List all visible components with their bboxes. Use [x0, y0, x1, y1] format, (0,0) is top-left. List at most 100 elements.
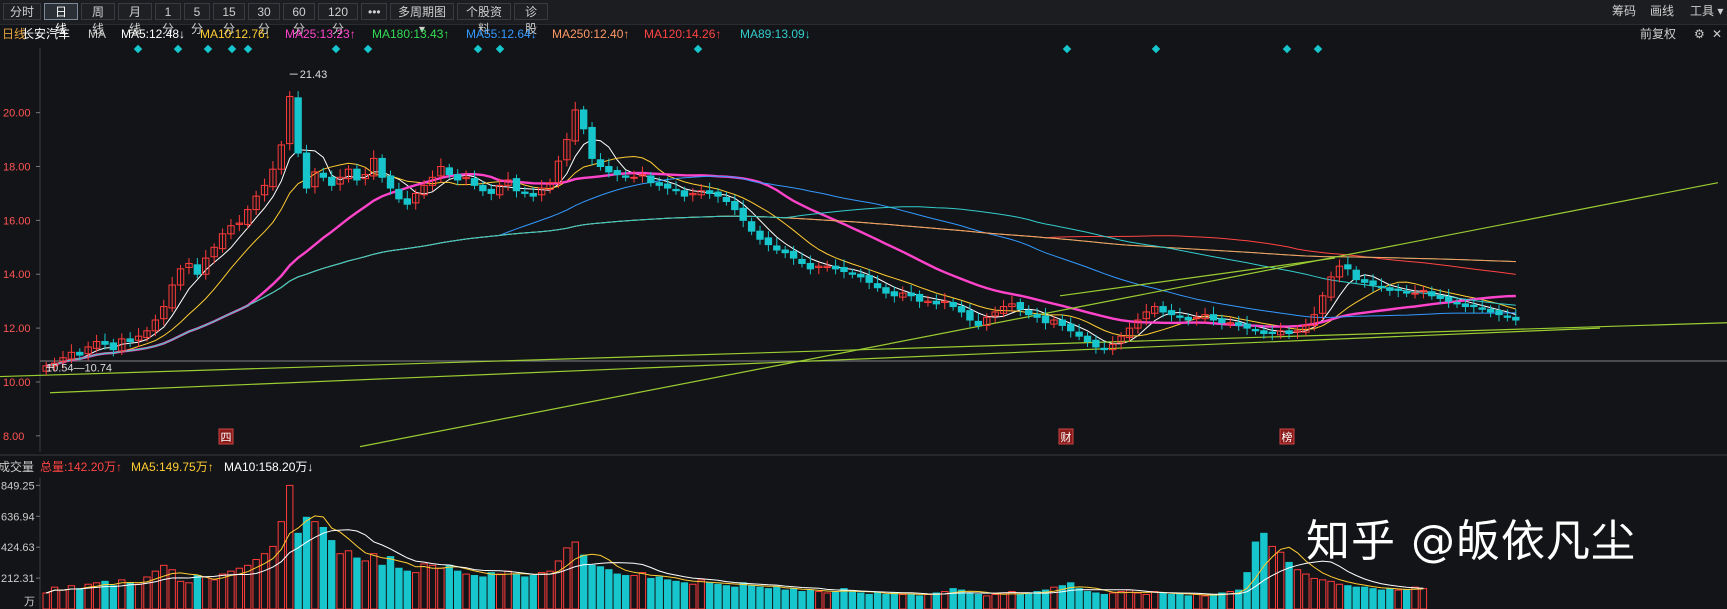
volume-bar — [227, 570, 235, 609]
candle — [974, 320, 983, 326]
candle — [1344, 264, 1352, 270]
volume-bar — [1293, 569, 1302, 609]
candle — [143, 330, 151, 339]
volume-bar — [260, 553, 269, 609]
draw-button[interactable]: 画线 — [1650, 4, 1675, 18]
tab-12[interactable]: 个股资料 — [457, 3, 511, 36]
candlesticks[interactable] — [42, 91, 1520, 376]
candle — [487, 188, 495, 194]
gear-icon[interactable]: ⚙ — [1694, 27, 1705, 41]
volume-bar — [949, 588, 957, 609]
candle — [1327, 276, 1335, 298]
volume-bar — [437, 567, 445, 609]
volume-bar — [1025, 592, 1033, 609]
tab-13[interactable]: 诊股 — [514, 3, 548, 36]
volume-bar — [563, 547, 571, 609]
tab-7[interactable]: 30分 — [248, 3, 280, 36]
trend-line — [1059, 257, 1336, 297]
volume-bar — [495, 573, 504, 609]
candle — [386, 175, 395, 189]
close-icon[interactable]: ✕ — [1712, 27, 1723, 41]
volume-bar — [731, 586, 739, 609]
candle — [907, 292, 915, 297]
candle — [731, 201, 739, 211]
candle — [932, 300, 941, 305]
candle — [823, 265, 831, 269]
candle — [453, 174, 462, 181]
volume-bar — [126, 582, 134, 609]
volume-ma10-label: MA10:158.20万↓ — [224, 460, 314, 474]
candle — [941, 300, 949, 304]
candle — [1402, 291, 1411, 294]
chips-button[interactable]: 筹码 — [1612, 4, 1637, 18]
ma89-line — [46, 206, 1516, 367]
tab-9[interactable]: 120分 — [318, 3, 358, 36]
candle — [697, 190, 705, 196]
candle — [571, 109, 579, 142]
volume-bar — [647, 577, 655, 609]
candle — [630, 176, 638, 179]
volume-bar — [840, 588, 848, 609]
ma55-label: MA55:12.64↓ — [466, 27, 537, 41]
tab-3[interactable]: 月线 — [118, 3, 152, 36]
candle — [588, 126, 596, 159]
candle — [638, 174, 647, 177]
volume-bar — [286, 484, 294, 609]
candle — [495, 184, 504, 196]
candle — [1159, 306, 1167, 313]
volume-tick-label: 849.25 — [1, 480, 35, 492]
volume-bar — [621, 575, 630, 609]
signal-diamond — [363, 44, 373, 54]
candle — [781, 249, 789, 254]
volume-bar — [966, 592, 974, 609]
volume-ma5-label: MA5:149.75万↑ — [131, 460, 214, 474]
candle — [680, 190, 689, 197]
volume-bar — [1201, 595, 1209, 609]
signal-diamond — [473, 44, 483, 54]
volume-bar — [412, 572, 420, 609]
tab-11[interactable]: 多周期图 ▾ — [390, 3, 454, 36]
tab-2[interactable]: 周线 — [81, 3, 115, 36]
tab-6[interactable]: 15分 — [213, 3, 245, 36]
candle — [84, 346, 92, 355]
volume-bar — [504, 570, 512, 609]
tab-1[interactable]: 日线 — [44, 3, 78, 36]
candle — [361, 174, 370, 180]
candle — [328, 176, 336, 186]
volume-bar — [588, 564, 596, 609]
event-markers[interactable]: 四财榜 — [218, 428, 1295, 445]
candle — [605, 166, 613, 173]
volume-bar — [395, 567, 403, 609]
candle — [521, 191, 529, 194]
volume-bar — [924, 593, 932, 609]
tab-4[interactable]: 1分 — [155, 3, 181, 36]
candle — [286, 95, 294, 145]
tab-5[interactable]: 5分 — [184, 3, 210, 36]
ma180-label: MA180:13.43↑ — [372, 27, 450, 41]
candle — [126, 338, 134, 343]
ma5-line — [46, 139, 1516, 367]
volume-bar — [764, 588, 773, 609]
tab-10[interactable]: ••• — [361, 3, 387, 20]
volume-bar — [1327, 580, 1335, 609]
candle — [1016, 302, 1025, 310]
candle — [92, 341, 101, 349]
candle — [689, 192, 697, 196]
candle — [227, 225, 235, 235]
volume-bar — [336, 553, 344, 609]
restore-label[interactable]: 前复权 — [1640, 27, 1677, 41]
candle — [319, 172, 328, 178]
volume-bar — [554, 560, 563, 609]
volume-bar — [1369, 588, 1377, 609]
volume-tick-label: 212.31 — [1, 573, 35, 585]
tools-button[interactable]: 工具 ▾ — [1690, 4, 1724, 18]
candle — [999, 306, 1008, 314]
tab-0[interactable]: 分时 — [3, 3, 41, 20]
candle — [882, 287, 890, 294]
volume-bar — [143, 576, 151, 609]
candle — [1360, 279, 1369, 283]
tab-8[interactable]: 60分 — [283, 3, 315, 36]
candle — [1041, 315, 1050, 324]
stock-name: 长安汽车 — [22, 27, 71, 41]
